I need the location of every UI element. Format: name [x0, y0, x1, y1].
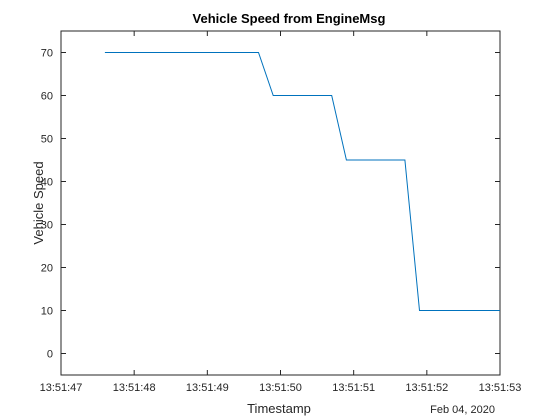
y-tick-label: 30 — [41, 220, 53, 232]
y-tick-label: 60 — [41, 91, 53, 103]
x-tick-label: 13:51:52 — [405, 382, 448, 394]
x-tick-label: 13:51:47 — [40, 382, 83, 394]
series-line — [104, 52, 500, 311]
y-axis-label: Vehicle Speed — [31, 161, 46, 244]
series-layer — [104, 52, 500, 311]
x-tick-label: 13:51:48 — [113, 382, 156, 394]
chart-title: Vehicle Speed from EngineMsg — [193, 11, 386, 26]
y-tick-label: 10 — [41, 306, 53, 318]
y-tick-label: 40 — [41, 177, 53, 189]
y-tick-label: 20 — [41, 263, 53, 275]
x-tick-label: 13:51:49 — [186, 382, 229, 394]
y-tick-label: 70 — [41, 48, 53, 60]
plot-area — [60, 30, 501, 376]
x-tick-label: 13:51:50 — [259, 382, 302, 394]
y-axis-ticks: 0 10 20 30 40 50 60 70 — [41, 48, 500, 361]
date-label: Feb 04, 2020 — [430, 404, 495, 416]
x-axis-ticks: 13:51:47 13:51:48 13:51:49 13:51:50 13:51:51… — [40, 31, 522, 394]
y-tick-label: 50 — [41, 134, 53, 146]
x-tick-label: 13:51:51 — [332, 382, 375, 394]
x-tick-label: 13:51:53 — [479, 382, 522, 394]
x-axis-label: Timestamp — [247, 401, 311, 416]
y-tick-label: 0 — [47, 349, 53, 361]
